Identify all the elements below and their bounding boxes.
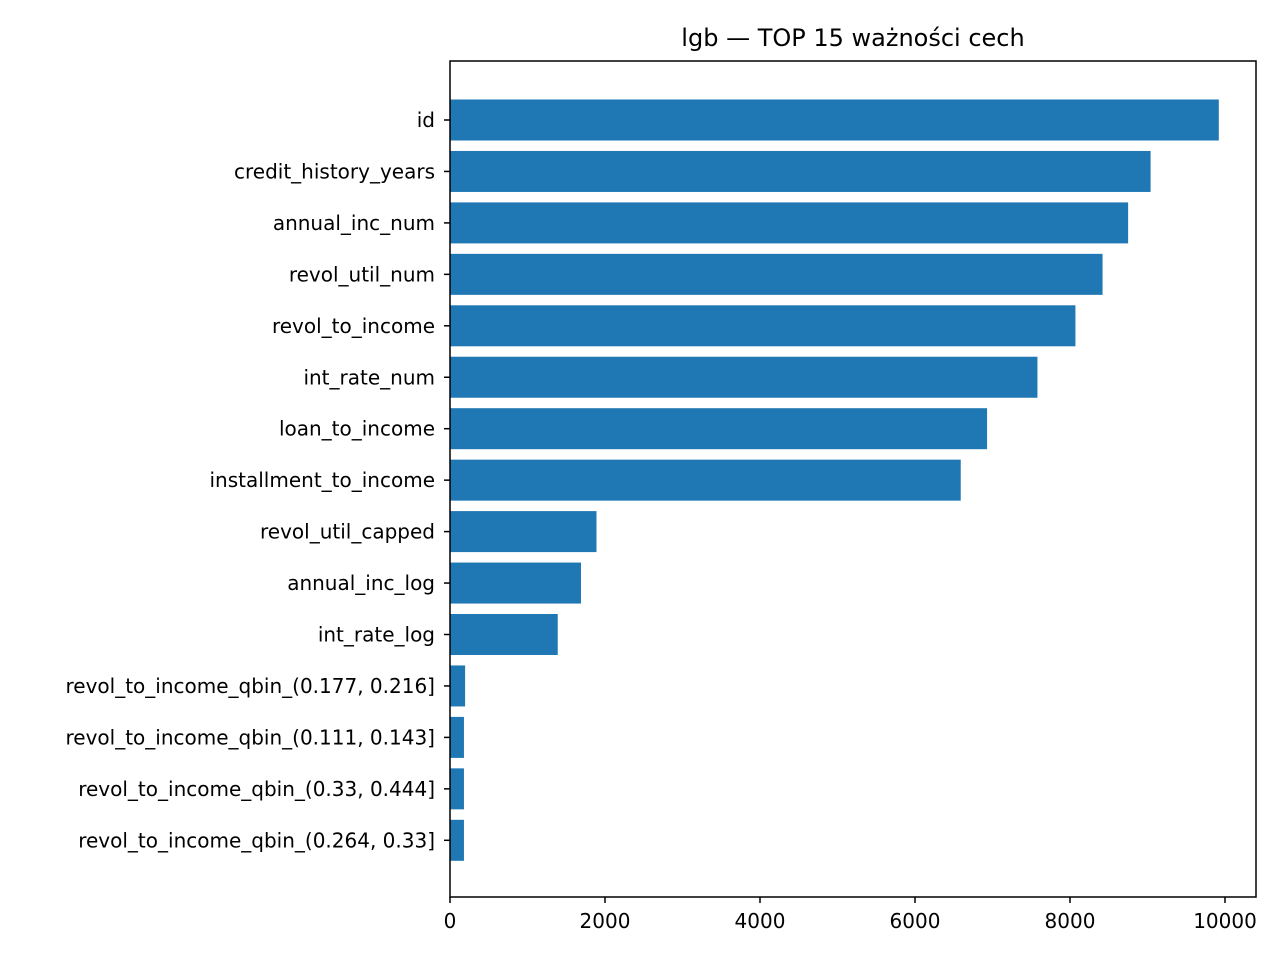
y-tick-label-13: revol_to_income_qbin_(0.33, 0.444] — [78, 777, 435, 801]
x-axis-ticks: 0 2000 4000 6000 8000 10000 — [444, 897, 1257, 933]
chart-title: lgb — TOP 15 ważności cech — [681, 24, 1024, 52]
y-tick-label-14: revol_to_income_qbin_(0.264, 0.33] — [78, 828, 435, 852]
x-tick-label-2: 4000 — [735, 909, 786, 933]
y-tick-label-0: id — [417, 108, 435, 132]
bar-6 — [450, 408, 988, 450]
bar-8 — [450, 511, 597, 553]
bar-10 — [450, 614, 558, 655]
bar-1 — [450, 150, 1151, 192]
bar-0 — [450, 99, 1219, 141]
x-tick-label-0: 0 — [444, 909, 457, 933]
y-tick-label-4: revol_to_income — [272, 314, 435, 338]
plot-frame — [449, 60, 1257, 898]
x-tick-label-4: 8000 — [1045, 909, 1096, 933]
x-tick-label-5: 10000 — [1193, 909, 1257, 933]
y-tick-label-2: annual_inc_num — [273, 211, 435, 235]
y-tick-label-12: revol_to_income_qbin_(0.111, 0.143] — [65, 725, 435, 749]
y-tick-label-5: int_rate_num — [303, 365, 435, 389]
x-tick-label-1: 2000 — [580, 909, 631, 933]
y-axis-ticks: id credit_history_years annual_inc_numrevo… — [65, 108, 450, 852]
bar-14 — [450, 819, 464, 861]
y-tick-label-10: int_rate_log — [318, 623, 435, 647]
y-tick-label-9: annual_inc_log — [287, 571, 435, 595]
bar-4 — [450, 305, 1076, 347]
bar-3 — [450, 253, 1103, 295]
y-tick-label-8: revol_util_capped — [260, 520, 435, 544]
x-tick-label-3: 6000 — [890, 909, 941, 933]
bar-7 — [450, 459, 961, 501]
bar-13 — [450, 768, 464, 810]
y-tick-label-11: revol_to_income_qbin_(0.177, 0.216] — [65, 674, 435, 698]
y-tick-label-7: installment_to_income — [210, 468, 436, 492]
y-tick-label-3: revol_util_num — [289, 262, 435, 286]
bar-12 — [450, 716, 464, 758]
bar-2 — [450, 202, 1129, 244]
bar-11 — [450, 665, 466, 707]
y-tick-label-6: loan_to_income — [279, 417, 435, 441]
bar-9 — [450, 562, 581, 604]
bar-5 — [450, 356, 1038, 398]
bars-group — [450, 99, 1219, 861]
y-tick-label-1: credit_history_years — [234, 159, 435, 183]
